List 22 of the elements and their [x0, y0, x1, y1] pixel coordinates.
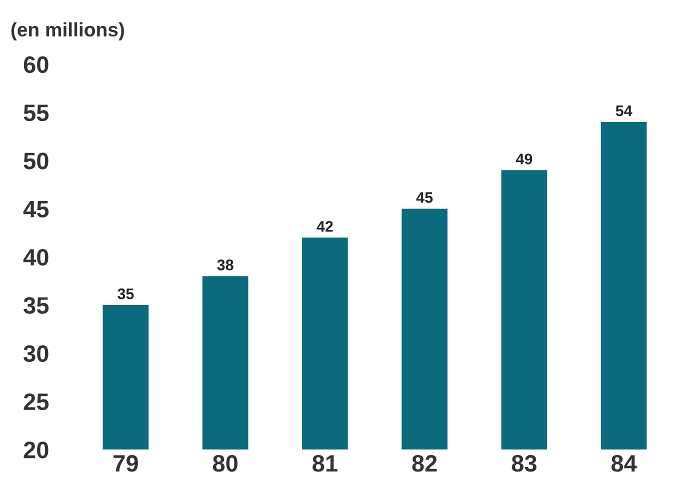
y-tick-label: 30 — [24, 345, 48, 362]
y-tick-label: 40 — [23, 248, 48, 266]
x-tick-label: 81 — [312, 455, 338, 472]
x-tick-label: 84 — [611, 455, 637, 472]
data-label: 54 — [616, 106, 632, 116]
x-tick-label: 80 — [212, 455, 238, 472]
x-tick-label: 79 — [114, 455, 138, 472]
x-tick-label: 83 — [512, 455, 536, 472]
data-label: 49 — [516, 154, 532, 164]
data-label: 38 — [217, 260, 234, 270]
y-tick-label: 50 — [24, 152, 48, 170]
y-tick-label: 20 — [24, 442, 48, 458]
y-tick-label: 60 — [24, 56, 48, 74]
x-tick-label: 82 — [412, 455, 437, 472]
y-axis-title: (en millions) — [11, 22, 124, 40]
y-tick-label: 55 — [24, 104, 49, 122]
data-label: 35 — [118, 288, 134, 300]
y-tick-label: 25 — [24, 393, 49, 410]
data-label: 45 — [416, 192, 433, 203]
data-label: 42 — [316, 221, 333, 232]
y-tick-label: 45 — [23, 201, 49, 218]
y-tick-label: 35 — [24, 297, 49, 314]
